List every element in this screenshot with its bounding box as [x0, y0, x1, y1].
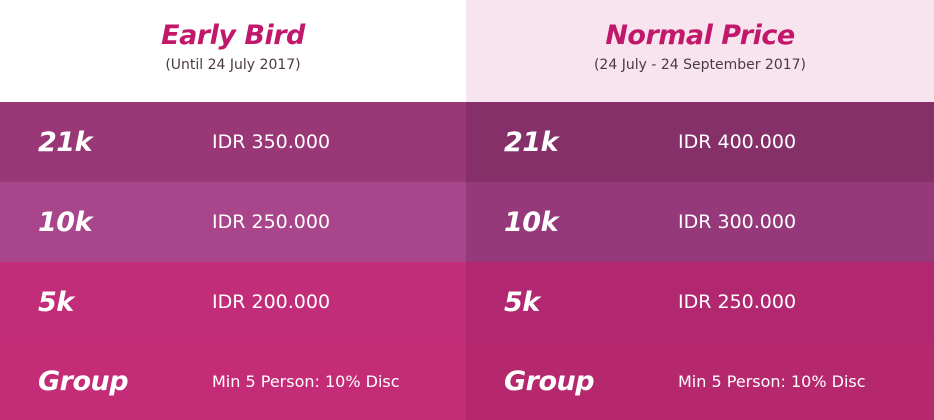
category-label: 21k	[504, 126, 559, 158]
normal-price-row-21k: 21k IDR 400.000	[466, 102, 934, 182]
category-label: 10k	[38, 206, 93, 238]
normal-price-title: Normal Price	[605, 20, 795, 51]
price-value: Min 5 Person: 10% Disc	[212, 371, 400, 391]
price-value: IDR 300.000	[678, 211, 797, 233]
normal-price-row-group: Group Min 5 Person: 10% Disc	[466, 342, 934, 420]
normal-price-header: Normal Price (24 July - 24 September 201…	[466, 0, 934, 102]
normal-price-row-10k: 10k IDR 300.000	[466, 182, 934, 262]
category-label: Group	[38, 365, 129, 397]
category-label: 5k	[38, 286, 74, 318]
price-value: Min 5 Person: 10% Disc	[678, 371, 866, 391]
early-bird-subtitle: (Until 24 July 2017)	[165, 57, 301, 73]
early-bird-title: Early Bird	[161, 20, 305, 51]
early-bird-row-5k: 5k IDR 200.000	[0, 262, 466, 342]
price-value: IDR 200.000	[212, 291, 331, 313]
category-label: 10k	[504, 206, 559, 238]
early-bird-row-group: Group Min 5 Person: 10% Disc	[0, 342, 466, 420]
category-label: 21k	[38, 126, 93, 158]
price-value: IDR 350.000	[212, 131, 331, 153]
early-bird-header: Early Bird (Until 24 July 2017)	[0, 0, 466, 102]
price-value: IDR 250.000	[212, 211, 331, 233]
early-bird-row-21k: 21k IDR 350.000	[0, 102, 466, 182]
price-value: IDR 400.000	[678, 131, 797, 153]
category-label: Group	[504, 365, 595, 397]
early-bird-row-10k: 10k IDR 250.000	[0, 182, 466, 262]
price-value: IDR 250.000	[678, 291, 797, 313]
normal-price-row-5k: 5k IDR 250.000	[466, 262, 934, 342]
normal-price-subtitle: (24 July - 24 September 2017)	[593, 57, 807, 73]
category-label: 5k	[504, 286, 540, 318]
